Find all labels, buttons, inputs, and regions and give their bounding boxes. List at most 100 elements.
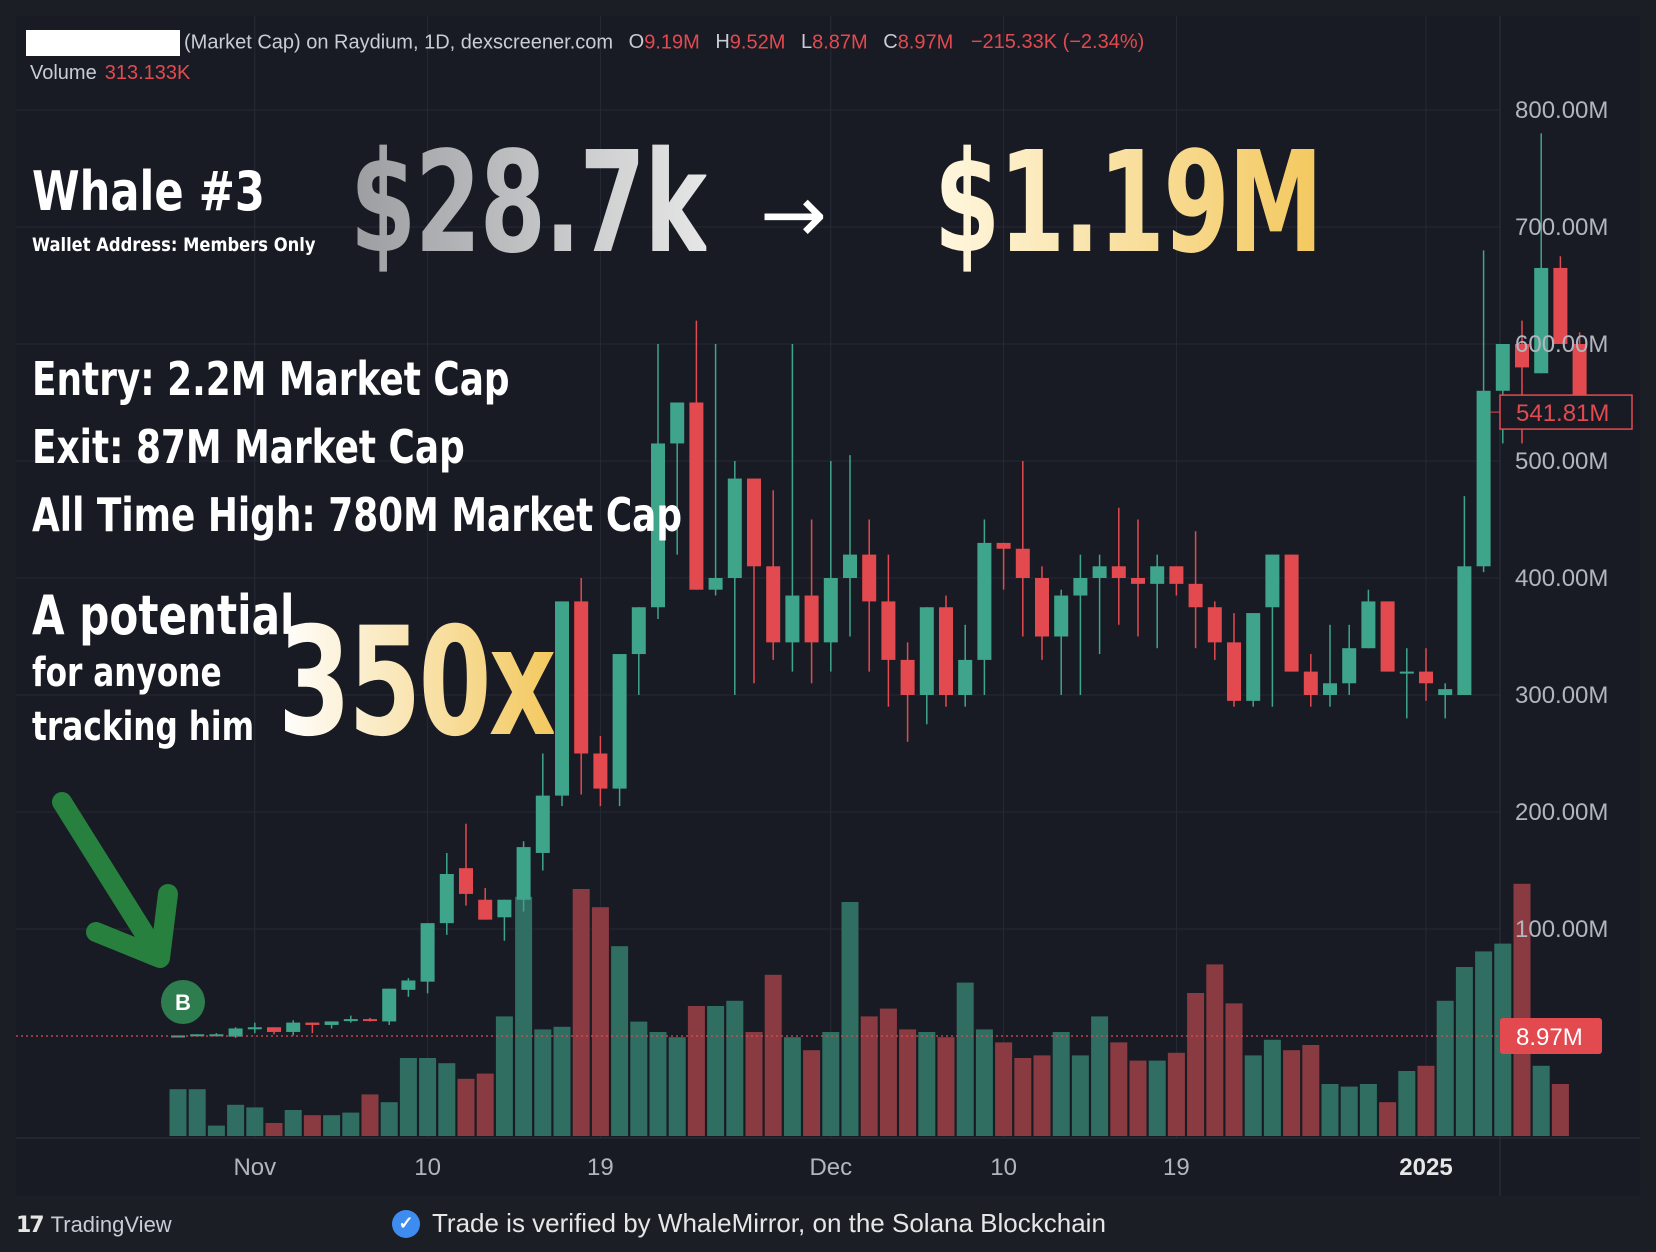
volume-bar <box>1206 964 1224 1136</box>
volume-bar <box>937 1037 955 1136</box>
candle-body <box>497 899 512 918</box>
tradingview-label: TradingView <box>50 1212 172 1237</box>
candle-body <box>1419 671 1433 684</box>
volume-bar <box>457 1078 475 1136</box>
candle-body <box>1227 642 1241 701</box>
candle-body <box>1246 613 1261 701</box>
candle-body <box>823 578 838 643</box>
volume-bar <box>1225 1003 1243 1136</box>
candle-body <box>1092 566 1107 578</box>
volume-bar <box>591 907 609 1136</box>
candle-body <box>747 478 761 567</box>
volume-bar <box>783 1037 801 1136</box>
volume-bar <box>822 1032 840 1136</box>
candle-body <box>1111 566 1126 578</box>
volume-bar <box>956 982 974 1136</box>
candle-body <box>881 601 896 660</box>
candle-body <box>1534 267 1549 374</box>
candle-body <box>919 607 934 695</box>
candle-body <box>555 601 569 796</box>
candle-body <box>209 1034 224 1037</box>
low-label: L <box>800 31 813 54</box>
volume-bar <box>611 946 629 1136</box>
x-tick-label: Nov <box>233 1154 276 1181</box>
high-label: H <box>715 31 730 54</box>
candle-body <box>1515 344 1529 368</box>
volume-bar <box>1455 967 1473 1136</box>
price-axis: 800.00M 700.00M 600.00M 500.00M 400.00M 300.0… <box>16 97 1633 1054</box>
volume-label: Volume <box>30 62 97 84</box>
candle-body <box>727 478 742 578</box>
candle-body <box>401 980 416 990</box>
arrow-right-icon: → <box>760 168 828 261</box>
candle-body <box>958 659 973 695</box>
volume-bar <box>899 1029 917 1136</box>
candle-body <box>631 607 646 655</box>
candle-body <box>535 795 550 853</box>
volume-bar <box>207 1125 225 1136</box>
volume-bar <box>246 1107 264 1136</box>
volume-bar <box>975 1029 993 1136</box>
volume-bar <box>495 1016 513 1136</box>
close-label: C <box>883 31 898 54</box>
volume-bar <box>1187 993 1205 1136</box>
volume-bar <box>1340 1086 1358 1136</box>
candle-body <box>1150 566 1165 584</box>
candle-body <box>1015 548 1030 578</box>
volume-bar <box>1052 1032 1070 1136</box>
volume-bar <box>188 1089 206 1136</box>
from-value: $28.7k <box>350 122 708 285</box>
volume-bar <box>419 1058 437 1136</box>
volume-bar <box>918 1032 936 1136</box>
token-name-redaction <box>26 30 180 56</box>
volume-bar <box>1110 1042 1128 1136</box>
candle-body <box>1131 578 1145 584</box>
candle-body <box>247 1027 262 1030</box>
volume-bar <box>1436 1000 1454 1136</box>
candle-body <box>708 578 723 590</box>
volume-bar <box>265 1123 283 1136</box>
y-tick-label: 100.00M <box>1515 916 1608 943</box>
candle-body <box>305 1022 320 1025</box>
volume-bar <box>1475 951 1493 1136</box>
tradingview-logo-icon: 17 <box>16 1212 45 1238</box>
volume-bar <box>1148 1060 1166 1136</box>
volume-bar <box>803 1050 821 1136</box>
candle-body <box>1303 671 1318 695</box>
volume-bar <box>1379 1102 1397 1136</box>
candle-body <box>689 402 704 590</box>
volume-bar <box>1302 1045 1320 1136</box>
volume-bar <box>707 1006 725 1136</box>
buy-marker[interactable] <box>161 980 205 1024</box>
volume-bar <box>1359 1084 1377 1136</box>
anyone-line: for anyone <box>32 650 222 696</box>
candle-body <box>439 874 454 924</box>
candle-body <box>670 402 685 444</box>
candle-body <box>267 1027 281 1032</box>
candle-body <box>977 542 992 660</box>
multiplier: 350x <box>278 596 557 770</box>
current-price-badge <box>1499 394 1633 430</box>
volume-bar <box>726 1000 744 1136</box>
candle-body <box>785 595 800 643</box>
candle-body <box>651 443 665 608</box>
tradingview-brand[interactable]: 17 TradingView <box>16 1212 172 1238</box>
current-price-label: 541.81M <box>1516 400 1609 427</box>
last-close-badge <box>1500 1018 1602 1054</box>
y-tick-label: 300.00M <box>1515 682 1608 709</box>
candle-body <box>1169 566 1184 584</box>
candle-body <box>459 868 473 894</box>
candle-body <box>1553 267 1568 344</box>
candle-body <box>228 1028 243 1037</box>
volume-bar <box>1071 1055 1089 1136</box>
volume-bar <box>572 889 590 1136</box>
candle-body <box>478 899 493 920</box>
candle-body <box>1380 601 1395 672</box>
volume-bar <box>284 1110 302 1136</box>
x-tick-label: 19 <box>1163 1154 1190 1181</box>
volume-bar <box>361 1094 379 1136</box>
candle-body <box>1476 390 1491 567</box>
volume-bar <box>438 1063 456 1136</box>
volume-bar <box>1263 1039 1281 1136</box>
